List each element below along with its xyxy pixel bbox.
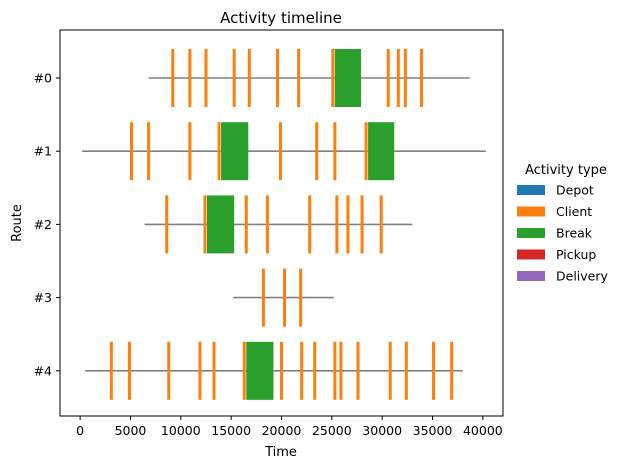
break-activity-mark bbox=[334, 49, 362, 107]
chart-title: Activity timeline bbox=[220, 9, 342, 27]
break-activity-mark bbox=[221, 122, 249, 181]
client-activity-mark bbox=[432, 341, 436, 400]
break-activity-mark bbox=[246, 341, 274, 400]
client-activity-mark bbox=[313, 341, 317, 400]
legend-swatch bbox=[517, 228, 545, 238]
client-activity-mark bbox=[339, 341, 343, 400]
client-activity-mark bbox=[275, 49, 279, 107]
client-activity-mark bbox=[244, 195, 248, 254]
x-tick-label: 30000 bbox=[362, 423, 402, 438]
client-activity-mark bbox=[315, 122, 319, 181]
client-activity-mark bbox=[333, 341, 337, 400]
client-activity-mark bbox=[265, 195, 269, 254]
client-activity-mark bbox=[388, 341, 392, 400]
legend-title: Activity type bbox=[525, 163, 607, 178]
legend: Activity type Depot Client Break Pickup Deli… bbox=[517, 163, 608, 284]
client-activity-mark bbox=[333, 122, 337, 181]
y-tick-label: #2 bbox=[34, 217, 52, 232]
client-activity-mark bbox=[299, 268, 303, 327]
x-tick-label: 10000 bbox=[161, 423, 201, 438]
client-activity-mark bbox=[300, 341, 304, 400]
client-activity-mark bbox=[212, 341, 216, 400]
x-tick-label: 35000 bbox=[413, 423, 453, 438]
client-activity-mark bbox=[147, 122, 151, 181]
client-activity-mark bbox=[419, 49, 423, 107]
legend-entry-label: Break bbox=[556, 226, 593, 241]
client-activity-mark bbox=[396, 49, 400, 107]
legend-swatch bbox=[517, 249, 545, 260]
y-tick-label: #1 bbox=[34, 144, 52, 159]
legend-swatch bbox=[517, 185, 545, 195]
client-activity-mark bbox=[127, 341, 131, 400]
client-activity-mark bbox=[379, 195, 383, 254]
client-activity-mark bbox=[360, 195, 364, 254]
client-activity-mark bbox=[247, 49, 251, 107]
client-activity-mark bbox=[283, 268, 287, 327]
client-activity-mark bbox=[188, 122, 192, 181]
client-activity-mark bbox=[346, 195, 350, 254]
client-activity-mark bbox=[364, 122, 368, 181]
legend-entry-label: Client bbox=[556, 204, 592, 219]
legend-entry-label: Delivery bbox=[556, 269, 608, 284]
client-activity-mark bbox=[109, 341, 113, 400]
y-tick-label: #0 bbox=[34, 71, 52, 86]
client-activity-mark bbox=[165, 195, 169, 254]
client-activity-mark bbox=[204, 49, 208, 107]
legend-entry-label: Pickup bbox=[556, 247, 596, 262]
client-activity-mark bbox=[404, 341, 408, 400]
client-activity-mark bbox=[280, 341, 283, 400]
legend-swatch bbox=[517, 271, 545, 281]
client-activity-mark bbox=[335, 195, 339, 254]
client-activity-mark bbox=[261, 268, 265, 327]
x-tick-label: 15000 bbox=[211, 423, 251, 438]
client-activity-mark bbox=[217, 122, 221, 181]
y-axis-ticks: #0 #1 #2 #3 #4 bbox=[34, 71, 60, 378]
x-tick-label: 20000 bbox=[262, 423, 302, 438]
client-activity-mark bbox=[198, 341, 202, 400]
plot-marks bbox=[82, 49, 486, 400]
legend-swatch bbox=[517, 206, 545, 217]
client-activity-mark bbox=[331, 49, 335, 107]
client-activity-mark bbox=[129, 122, 133, 181]
client-activity-mark bbox=[450, 341, 454, 400]
x-tick-label: 40000 bbox=[463, 423, 503, 438]
x-tick-label: 25000 bbox=[312, 423, 352, 438]
legend-entry-label: Depot bbox=[556, 183, 594, 198]
client-activity-mark bbox=[242, 341, 246, 400]
client-activity-mark bbox=[403, 49, 407, 107]
client-activity-mark bbox=[386, 49, 390, 107]
client-activity-mark bbox=[167, 341, 171, 400]
client-activity-mark bbox=[297, 49, 301, 107]
x-tick-label: 5000 bbox=[115, 423, 147, 438]
client-activity-mark bbox=[232, 49, 236, 107]
y-axis-label: Route bbox=[10, 204, 25, 242]
break-activity-mark bbox=[368, 122, 395, 181]
client-activity-mark bbox=[171, 49, 175, 107]
client-activity-mark bbox=[308, 195, 312, 254]
client-activity-mark bbox=[356, 341, 360, 400]
break-activity-mark bbox=[206, 195, 235, 254]
x-tick-label: 0 bbox=[76, 423, 84, 438]
x-axis-label: Time bbox=[264, 445, 297, 460]
client-activity-mark bbox=[188, 49, 192, 107]
x-axis-ticks: 0 5000 10000 15000 20000 25000 30000 35000 40000 bbox=[76, 416, 503, 438]
y-tick-label: #3 bbox=[34, 290, 52, 305]
client-activity-mark bbox=[203, 195, 207, 254]
y-tick-label: #4 bbox=[34, 363, 52, 378]
client-activity-mark bbox=[278, 122, 282, 181]
